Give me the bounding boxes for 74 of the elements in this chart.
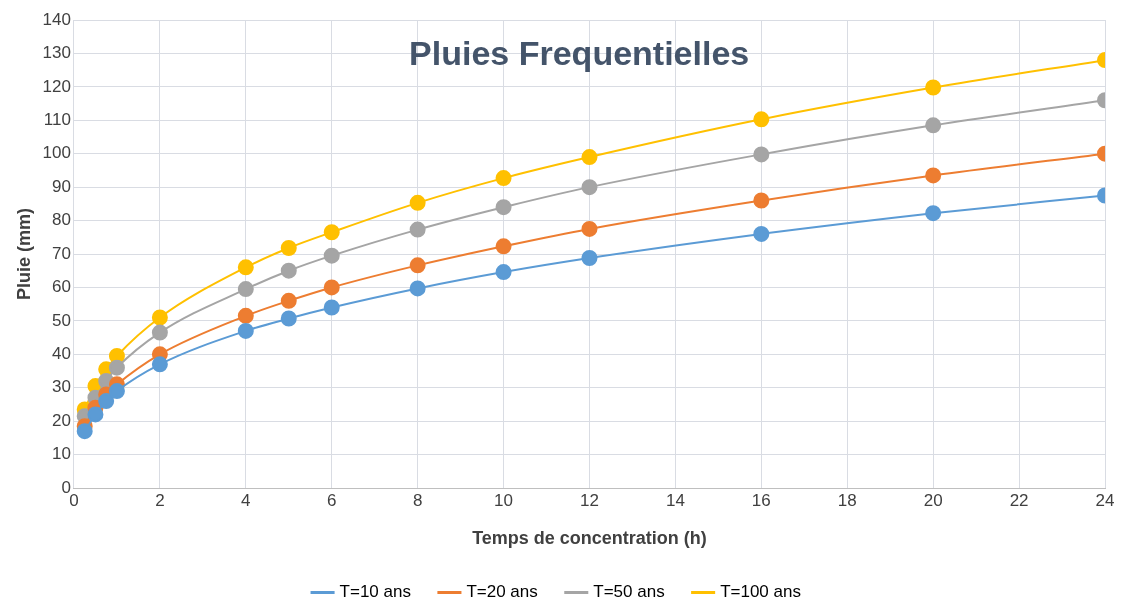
y-tick-label: 130 xyxy=(42,43,71,63)
point xyxy=(323,299,340,316)
y-tick-label: 10 xyxy=(52,444,71,464)
y-tick-label: 30 xyxy=(52,377,71,397)
point xyxy=(753,146,770,163)
x-tick-label: 14 xyxy=(665,490,685,510)
point xyxy=(753,225,770,242)
point xyxy=(495,264,512,281)
x-axis-title: Temps de concentration (h) xyxy=(472,528,707,549)
point xyxy=(925,117,942,134)
y-tick-label: 100 xyxy=(42,143,71,163)
point xyxy=(151,309,168,326)
y-tick-label: 70 xyxy=(52,243,71,263)
point xyxy=(87,406,104,423)
point xyxy=(409,280,426,297)
chart-title: Pluies Frequentielles xyxy=(409,34,750,73)
point xyxy=(280,310,297,327)
point xyxy=(409,194,426,211)
x-tick-label: 4 xyxy=(241,490,251,510)
point xyxy=(237,259,254,276)
point xyxy=(151,356,168,373)
y-tick-label: 110 xyxy=(43,109,71,129)
point xyxy=(925,79,942,96)
y-tick-label: 140 xyxy=(42,9,71,29)
legend-label: T=20 ans xyxy=(466,582,538,602)
y-tick-label: 60 xyxy=(52,277,71,297)
point xyxy=(151,324,168,341)
point xyxy=(108,383,125,400)
point xyxy=(753,192,770,209)
y-tick-label: 20 xyxy=(52,410,71,430)
x-tick-label: 20 xyxy=(923,490,943,510)
point xyxy=(409,257,426,274)
point xyxy=(581,179,598,196)
point xyxy=(581,149,598,166)
x-tick-label: 18 xyxy=(837,490,857,510)
point xyxy=(323,224,340,241)
x-tick-label: 6 xyxy=(326,490,337,510)
y-tick-label: 90 xyxy=(52,176,71,196)
x-tick-label: 22 xyxy=(1009,490,1029,510)
x-tick-label: 2 xyxy=(155,490,165,510)
point xyxy=(925,167,942,184)
y-tick-label: 50 xyxy=(52,310,71,330)
y-tick-label: 80 xyxy=(52,210,71,230)
point xyxy=(76,423,93,440)
point xyxy=(495,170,512,187)
point xyxy=(280,292,297,309)
y-tick-label: 40 xyxy=(52,343,71,363)
x-tick-label: 10 xyxy=(494,490,514,510)
point xyxy=(323,279,340,296)
point xyxy=(581,220,598,237)
point xyxy=(925,205,942,222)
point xyxy=(237,307,254,324)
y-tick-label: 120 xyxy=(42,76,71,96)
legend-label: T=10 ans xyxy=(339,582,411,602)
point xyxy=(237,281,254,298)
point xyxy=(108,359,125,376)
point xyxy=(98,393,115,410)
x-tick-label: 16 xyxy=(751,490,771,510)
point xyxy=(581,250,598,267)
point xyxy=(280,262,297,279)
x-tick-label: 24 xyxy=(1095,490,1115,510)
x-tick-label: 8 xyxy=(412,490,423,510)
point xyxy=(237,322,254,339)
x-tick-label: 12 xyxy=(580,490,599,510)
point xyxy=(409,221,426,238)
y-axis-title: Pluie (mm) xyxy=(13,207,34,301)
point xyxy=(753,111,770,128)
point xyxy=(280,239,297,256)
point xyxy=(495,238,512,255)
point xyxy=(323,247,340,264)
y-tick-label: 0 xyxy=(61,477,71,497)
point xyxy=(495,199,512,216)
legend-label: T=100 ans xyxy=(720,582,801,602)
legend-label: T=50 ans xyxy=(593,582,665,602)
